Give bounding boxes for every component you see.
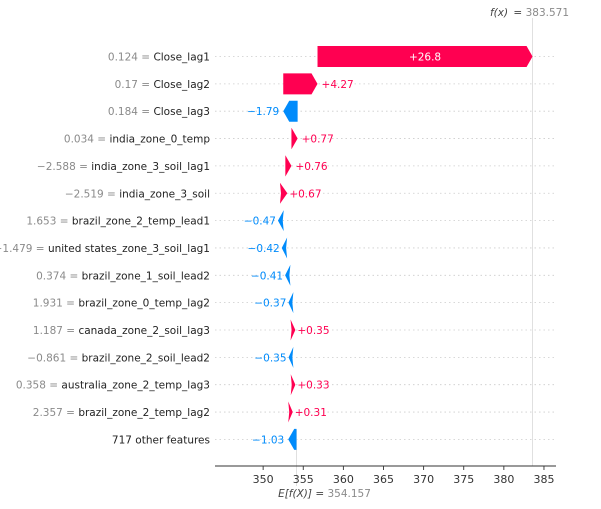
contribution-bar [317,46,533,67]
feature-value: 0.374 = [36,270,82,282]
feature-label: 1.653 = brazil_zone_2_temp_lead1 [26,216,210,228]
feature-value: 2.357 = [33,407,79,419]
contribution-bar [291,128,298,150]
fx-annotation: f(x) = 383.571 [490,7,569,19]
contribution-label: −0.42 [248,243,280,255]
fx-equals: = [510,7,525,19]
feature-name: 717 other features [112,434,210,446]
x-tick-label: 375 [453,473,474,486]
feature-value: 1.653 = [26,216,72,228]
feature-name: brazil_zone_0_temp_lag2 [78,298,210,310]
contribution-bar [288,346,294,368]
feature-value: −2.519 = [65,188,119,200]
x-tick-label: 350 [253,473,274,486]
fx-symbol: f(x) [490,7,508,19]
feature-label: 0.184 = Close_lag3 [108,106,210,118]
feature-name: australia_zone_2_temp_lag3 [61,380,210,392]
fx-number: 383.571 [526,7,569,19]
feature-label: −0.861 = brazil_zone_2_soil_lead2 [27,352,210,364]
feature-name: Close_lag3 [153,106,210,118]
contribution-label: −0.47 [244,216,276,228]
feature-name: india_zone_3_soil [119,188,210,200]
feature-label: 0.358 = australia_zone_2_temp_lag3 [16,380,210,392]
contribution-label: −1.03 [252,434,284,446]
contribution-label: +0.77 [302,134,334,146]
feature-value: 0.124 = [108,52,154,64]
contribution-label: −1.79 [247,106,279,118]
row-gridlines [215,56,556,440]
x-tick-label: 360 [333,473,354,486]
x-tick-label: 380 [493,473,514,486]
x-tick-label: 370 [413,473,434,486]
x-tick-label: 355 [293,473,314,486]
contribution-bars: +26.8 +4.27 −1.79 +0.77 +0.76 +0.67 −0.47 −0.42… [244,46,533,450]
feature-label: 1.187 = canada_zone_2_soil_lag3 [33,325,210,337]
contribution-bar [281,237,288,259]
feature-value: −1.479 = [0,243,48,255]
contribution-bar [285,264,291,286]
feature-value: 1.931 = [33,298,79,310]
contribution-label: +0.67 [289,188,321,200]
contribution-bar [277,210,284,232]
base-value-label: E[f(X)] = 354.157 [278,488,371,500]
base-symbol: E[f(X)] [278,488,312,500]
feature-name: india_zone_0_temp [109,134,210,146]
contribution-bar [290,319,296,341]
feature-name: canada_zone_2_soil_lag3 [78,325,210,337]
contribution-label: −0.35 [254,352,286,364]
feature-value: 0.17 = [115,79,154,91]
contribution-label: +26.8 [409,52,441,64]
contribution-label: +0.35 [297,325,329,337]
feature-label: 0.17 = Close_lag2 [115,79,210,91]
contribution-bar [283,100,298,122]
feature-label: 1.931 = brazil_zone_0_temp_lag2 [33,298,210,310]
base-number: 354.157 [327,488,370,500]
x-tick-label: 365 [373,473,394,486]
feature-labels: 0.124 = Close_lag1 0.17 = Close_lag2 0.184… [0,52,210,447]
feature-value: 1.187 = [33,325,79,337]
feature-name: united states_zone_3_soil_lag1 [48,243,210,255]
contribution-bar [288,428,297,450]
contribution-label: −0.37 [254,298,286,310]
x-tick-label: 385 [533,473,554,486]
feature-label: 0.034 = india_zone_0_temp [64,134,210,146]
x-axis: 350 355 360 365 370 375 380 385 [215,465,556,486]
feature-value: 0.034 = [64,134,110,146]
feature-label: −2.519 = india_zone_3_soil [65,188,210,200]
contribution-bar [288,292,294,314]
feature-label: −2.588 = india_zone_3_soil_lag1 [37,161,210,173]
fx-value-label: f(x) = 383.571 [490,7,569,19]
feature-label: 0.124 = Close_lag1 [108,52,210,64]
feature-label: 0.374 = brazil_zone_1_soil_lead2 [36,270,210,282]
base-value-annotation: E[f(X)] = 354.157 [278,488,371,500]
contribution-label: +4.27 [322,79,354,91]
feature-value: 0.184 = [108,106,154,118]
feature-name: brazil_zone_2_soil_lead2 [82,352,210,364]
feature-label: 2.357 = brazil_zone_2_temp_lag2 [33,407,210,419]
contribution-bar [288,401,293,423]
feature-name: Close_lag2 [153,79,210,91]
feature-label: −1.479 = united states_zone_3_soil_lag1 [0,243,210,255]
contribution-label: +0.76 [295,161,327,173]
feature-name: brazil_zone_2_temp_lag2 [78,407,210,419]
contribution-label: −0.41 [251,270,283,282]
feature-value: −0.861 = [27,352,81,364]
feature-name: brazil_zone_1_soil_lead2 [82,270,210,282]
contribution-bar [283,73,318,95]
feature-name: brazil_zone_2_temp_lead1 [72,216,210,228]
contribution-bar [290,374,296,396]
feature-name: Close_lag1 [153,52,210,64]
feature-value: −2.588 = [37,161,91,173]
feature-name: india_zone_3_soil_lag1 [91,161,210,173]
feature-label: 717 other features [112,434,210,446]
feature-value: 0.358 = [16,380,62,392]
base-equals: = [312,488,327,500]
contribution-label: +0.31 [295,407,327,419]
contribution-label: +0.33 [297,380,329,392]
contribution-bar [285,155,292,177]
contribution-bar [279,182,288,204]
